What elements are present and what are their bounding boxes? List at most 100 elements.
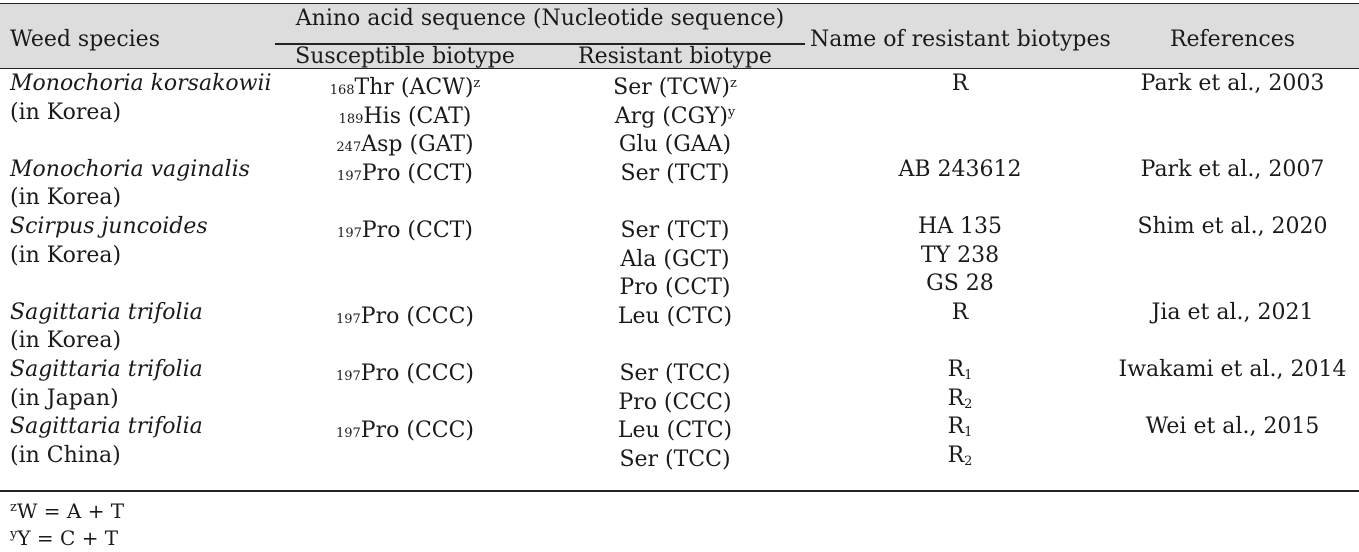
resistant-cell: Ser (TCT)	[555, 156, 795, 188]
table-row: (in Korea) 189His (CAT) Arg (CGY)y	[0, 99, 1359, 129]
weed-species-cell: Monochoria vaginalis	[10, 156, 250, 182]
footnote-mark: z	[10, 500, 17, 515]
resistant-sequence: Ser (TCC)	[619, 446, 731, 472]
table-row: (in Korea) Ala (GCT) TY 238	[0, 242, 1359, 272]
resistant-name-cell: R1	[810, 356, 1110, 390]
weed-species-cell: Scirpus juncoides	[10, 214, 208, 239]
susceptible-cell: 197Pro (CCT)	[275, 156, 535, 191]
resistant-sequence: Ser (TCT)	[620, 218, 730, 243]
header-susceptible-biotype: Susceptible biotype	[295, 44, 515, 69]
resistant-sequence: Leu (CTC)	[617, 418, 733, 444]
position-number: 197	[335, 369, 361, 384]
resistant-name-cell: TY 238	[810, 242, 1110, 276]
resistant-cell: Ser (TCT)	[555, 213, 795, 245]
resistant-cell: Arg (CGY)y	[555, 99, 795, 131]
header-group-rule	[275, 43, 805, 45]
footnote-z: zW = A + T	[10, 496, 124, 523]
weed-species-cell: Monochoria korsakowii	[10, 71, 272, 96]
reference-cell: Park et al., 2007	[1140, 156, 1325, 182]
position-number: 197	[337, 226, 362, 241]
resistant-name-cell: R	[810, 299, 1110, 333]
header-references: References	[1169, 27, 1296, 52]
footnote-y: yY = C + T	[10, 523, 118, 550]
table-row: (in Japan) Pro (CCC) R2	[0, 385, 1359, 415]
table-row: Sagittaria trifolia 197Pro (CCC) Leu (CTC)…	[0, 413, 1359, 444]
resistant-sequence: Glu (GAA)	[618, 132, 732, 158]
susceptible-sequence: Pro (CCT)	[361, 218, 473, 243]
susceptible-cell: 197Pro (CCC)	[275, 356, 535, 391]
weed-species-cell: Sagittaria trifolia	[10, 299, 203, 325]
resistant-name-subscript: 2	[964, 453, 973, 469]
table-header: Weed species Anino acid sequence (Nucleo…	[0, 4, 1359, 69]
resistant-name-subscript: 1	[964, 425, 973, 441]
resistant-cell: Pro (CCC)	[555, 385, 795, 417]
footnote-text: Y = C + T	[17, 526, 119, 550]
resistant-cell: Ser (TCC)	[555, 442, 795, 474]
resistant-name-cell: AB 243612	[810, 156, 1110, 190]
susceptible-sequence: Thr (ACW)	[354, 75, 474, 100]
susceptible-cell: 197Pro (CCC)	[275, 413, 535, 448]
header-weed-species: Weed species	[10, 27, 160, 52]
reference-cell: Wei et al., 2015	[1145, 414, 1320, 440]
reference-cell: Shim et al., 2020	[1137, 214, 1328, 239]
resistant-name: R	[951, 71, 969, 96]
header-resistant-names: Name of resistant biotypes	[810, 27, 1111, 52]
position-number: 189	[338, 111, 364, 127]
resistant-name: R	[947, 414, 965, 440]
bottom-border	[0, 490, 1359, 492]
table-row: Pro (CCT) GS 28	[0, 270, 1359, 301]
weed-species-cell: (in China)	[10, 442, 121, 468]
resistant-cell: Ser (TCC)	[555, 356, 795, 388]
resistant-name-cell: R1	[810, 413, 1110, 447]
resistant-name-cell: GS 28	[810, 270, 1110, 304]
susceptible-sequence: Pro (CCC)	[360, 361, 475, 386]
resistant-name: HA 135	[917, 214, 1003, 239]
weed-species-cell: (in Japan)	[10, 385, 119, 411]
footnote-marker: z	[730, 76, 737, 91]
susceptible-sequence: His (CAT)	[363, 103, 472, 129]
resistant-name: R	[951, 299, 969, 325]
resistant-name-cell: R	[810, 70, 1110, 104]
resistant-name: TY 238	[920, 242, 1000, 268]
position-number: 197	[337, 168, 362, 184]
susceptible-sequence: Pro (CCT)	[361, 160, 473, 186]
header-resistant-biotype: Resistant biotype	[578, 44, 772, 69]
reference-cell: Jia et al., 2021	[1151, 299, 1314, 325]
resistant-name: R	[947, 442, 965, 468]
susceptible-sequence: Pro (CCC)	[360, 303, 475, 329]
table-row: Scirpus juncoides 197Pro (CCT) Ser (TCT) HA…	[0, 213, 1359, 243]
weed-species-cell: (in Korea)	[10, 99, 122, 125]
weed-species-cell: (in Korea)	[10, 242, 122, 268]
weed-species-cell: (in Korea)	[10, 185, 122, 211]
resistant-name: GS 28	[926, 271, 994, 297]
table-row: Monochoria vaginalis 197Pro (CCT) Ser (TCT…	[0, 156, 1359, 186]
resistant-name: R	[947, 357, 965, 382]
footnote-marker: y	[727, 104, 736, 120]
table-row: (in Korea)	[0, 184, 1359, 212]
table-row: (in Korea)	[0, 327, 1359, 355]
table-row: (in China) Ser (TCC) R2	[0, 442, 1359, 472]
susceptible-cell: 189His (CAT)	[275, 99, 535, 134]
susceptible-cell: 247Asp (GAT)	[275, 127, 535, 162]
resistant-sequence: Ser (TCW)	[613, 75, 731, 100]
susceptible-sequence: Asp (GAT)	[361, 132, 474, 158]
footnote-marker: z	[473, 76, 481, 91]
position-number: 247	[336, 140, 362, 156]
susceptible-cell: 168Thr (ACW)z	[275, 70, 535, 105]
susceptible-cell: 197Pro (CCC)	[275, 299, 535, 334]
table-row: Sagittaria trifolia 197Pro (CCC) Ser (TCC)…	[0, 356, 1359, 386]
resistant-sequence: Pro (CCT)	[619, 275, 731, 301]
footnote-text: W = A + T	[16, 499, 125, 523]
resistant-name-cell: HA 135	[810, 213, 1110, 247]
header-amino-acid-sequence: Anino acid sequence (Nucleotide sequence…	[295, 6, 785, 31]
top-border	[0, 0, 1359, 4]
position-number: 197	[335, 426, 361, 442]
resistant-sequence: Pro (CCC)	[618, 389, 732, 415]
susceptible-sequence: Pro (CCC)	[360, 418, 475, 444]
resistant-name: AB 243612	[898, 156, 1022, 182]
resistant-name-cell: R2	[810, 385, 1110, 419]
resistant-cell: Ser (TCW)z	[555, 70, 795, 102]
resistant-cell: Ala (GCT)	[555, 242, 795, 274]
reference-cell: Iwakami et al., 2014	[1118, 357, 1347, 382]
table-row: Monochoria korsakowii 168Thr (ACW)z Ser (T…	[0, 70, 1359, 100]
